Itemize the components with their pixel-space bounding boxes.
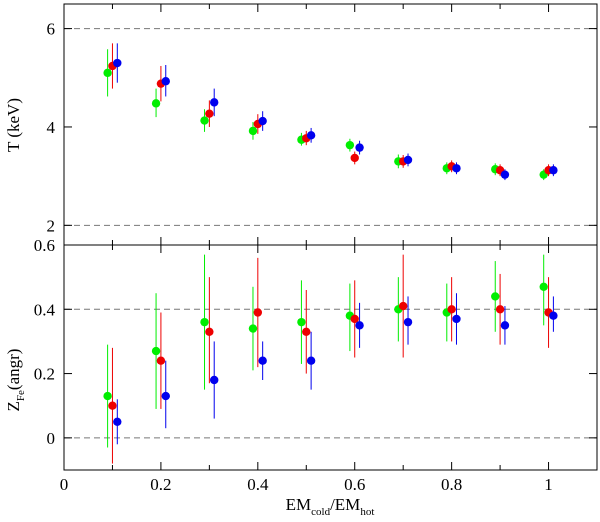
data-point [398,301,408,311]
y-tick-label: 0.2 [34,365,55,384]
data-point [500,170,510,179]
top-panel: 2 4 6 [47,3,598,246]
data-point [403,317,413,327]
data-point [248,324,258,333]
y-tick-label: 0.6 [34,236,55,255]
data-point [210,98,219,107]
y-tick-label: 2 [47,216,56,235]
data-point [103,68,112,78]
data-point [491,292,500,301]
x-axis-label-sub-den: hot [360,506,374,518]
data-point [151,346,161,356]
data-point [350,153,359,163]
data-point [452,164,461,173]
x-tick-label: 0 [60,475,69,494]
data-point [205,327,214,336]
data-point [103,391,112,401]
data-point [403,155,413,165]
data-point [156,356,166,365]
y-tick-label: 0.4 [34,300,56,319]
data-point [306,131,316,140]
data-point [161,77,170,86]
data-point [200,116,209,125]
y-tick-label: 6 [47,20,56,39]
plot-frame [63,244,598,471]
y-tick-label: 0 [47,429,56,448]
data-point [248,126,258,136]
plot-frame [63,3,598,246]
data-point [355,143,364,152]
data-point [549,166,558,175]
data-point [205,109,214,118]
x-tick-label: 0.4 [247,475,269,494]
data-point [495,305,505,314]
data-point [452,314,461,324]
x-tick-label: 0.8 [441,475,462,494]
y-axis-label-top: T (keV) [4,98,23,152]
x-tick-label: 1 [544,475,553,494]
data-point [297,317,306,327]
data-point [161,391,170,401]
data-point [549,311,558,320]
y-axis-label-bottom: ZFe(angr) [4,349,27,412]
x-axis-label: EMcold/EMhot [286,495,375,518]
data-point [302,327,311,336]
y-tick-label: 4 [47,118,56,137]
data-point [350,314,359,324]
data-point [200,317,209,327]
x-tick-label: 0.2 [150,475,171,494]
x-axis-label-sub-num: cold [311,506,330,518]
data-point [113,417,122,426]
data-point [345,140,355,150]
y-axis-label-subscript: Fe [15,390,27,401]
data-point [253,308,263,317]
data-point [355,321,364,330]
data-point [306,356,316,365]
data-point [447,305,456,314]
data-point [500,321,510,330]
bottom-panel: 0 0.2 0.4 0.6 0 0.2 0.4 0.6 0.8 1 [34,236,598,494]
data-point [258,356,267,365]
data-point [113,58,122,68]
data-point [210,375,219,385]
data-point [258,116,267,126]
data-point [151,99,161,108]
data-point [539,282,548,291]
x-tick-label: 0.6 [344,475,365,494]
data-point [108,401,117,410]
